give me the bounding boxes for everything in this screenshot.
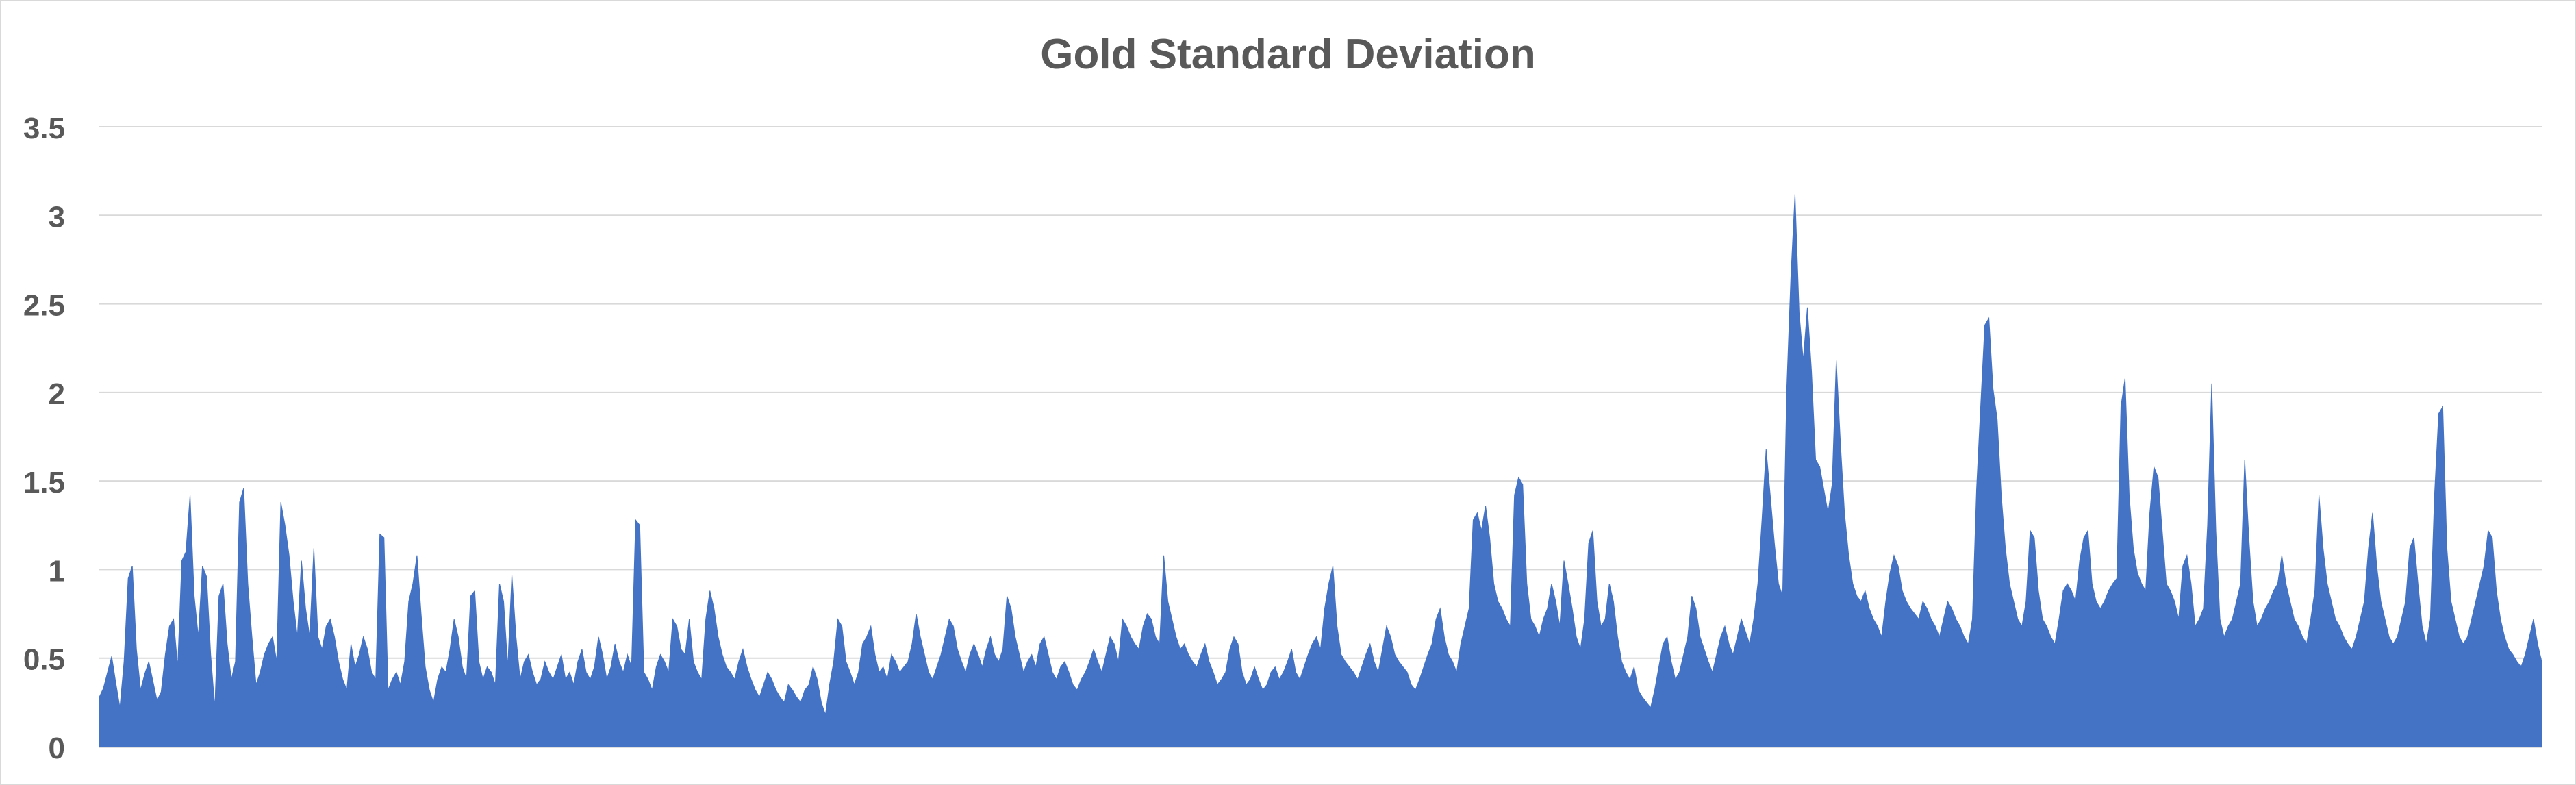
y-axis-labels: 0 0.5 1 1.5 2 2.5 3 3.5 [23,112,65,765]
chart-title: Gold Standard Deviation [1040,31,1536,78]
y-tick-label: 1 [49,554,65,588]
y-tick-label: 0.5 [23,643,65,677]
plot-area [99,194,2542,747]
y-tick-label: 2.5 [23,289,65,323]
y-tick-label: 0 [49,732,65,765]
area-series-0 [99,194,2542,747]
y-tick-label: 3.5 [23,112,65,145]
y-tick-label: 3 [49,200,65,234]
y-tick-label: 2 [49,377,65,411]
y-tick-label: 1.5 [23,466,65,499]
